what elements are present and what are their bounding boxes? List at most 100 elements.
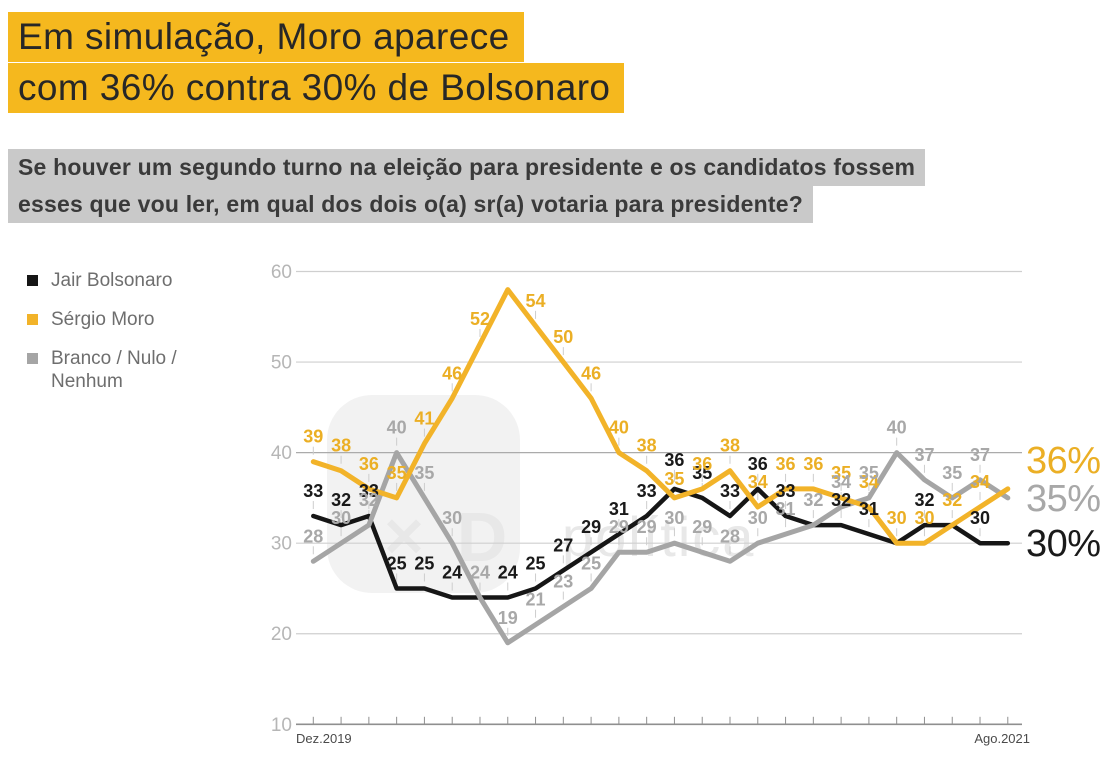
point-label: 38 [637, 436, 657, 456]
point-label: 46 [442, 363, 462, 383]
point-label: 39 [303, 427, 323, 447]
point-label: 32 [803, 490, 823, 510]
watermark-logo-d-icon: D [457, 498, 508, 576]
point-label: 30 [442, 508, 462, 528]
point-label: 30 [914, 508, 934, 528]
point-label: 30 [748, 508, 768, 528]
legend-label-bolsonaro: Jair Bolsonaro [51, 270, 173, 291]
point-label: 30 [970, 508, 990, 528]
point-label: 35 [831, 463, 851, 483]
point-label: 32 [914, 490, 934, 510]
point-label: 36 [803, 454, 823, 474]
point-label: 25 [387, 553, 407, 573]
point-label: 31 [859, 499, 879, 519]
legend-swatch-branco-nulo [27, 353, 38, 364]
point-label: 34 [831, 472, 851, 492]
point-label: 30 [331, 508, 351, 528]
x-axis-label-end: Ago.2021 [974, 731, 1030, 746]
point-label: 33 [720, 481, 740, 501]
y-tick-label-20: 20 [271, 624, 292, 645]
y-tick-label-30: 30 [271, 534, 292, 555]
point-label: 40 [887, 418, 907, 438]
point-label: 32 [831, 490, 851, 510]
point-label: 21 [526, 590, 546, 610]
point-label: 36 [359, 454, 379, 474]
point-label: 38 [720, 436, 740, 456]
point-label: 34 [859, 472, 879, 492]
point-label: 29 [581, 517, 601, 537]
point-label: 54 [526, 291, 546, 311]
end-label-36%: 36% [1026, 440, 1101, 482]
point-label: 37 [914, 445, 934, 465]
point-label: 29 [692, 517, 712, 537]
point-label: 24 [498, 563, 518, 583]
y-tick-label-50: 50 [271, 353, 292, 374]
point-label: 35 [692, 463, 712, 483]
point-label: 32 [942, 490, 962, 510]
point-label: 35 [664, 469, 684, 489]
end-label-30%: 30% [1026, 523, 1101, 565]
x-axis-label-start: Dez.2019 [296, 731, 352, 746]
point-label: 35 [414, 463, 434, 483]
point-label: 33 [637, 481, 657, 501]
title-line-1: Em simulação, Moro aparece [8, 12, 524, 62]
point-label: 46 [581, 363, 601, 383]
point-label: 40 [609, 418, 629, 438]
point-label: 28 [720, 526, 740, 546]
legend-swatch-bolsonaro [27, 275, 38, 286]
point-label: 25 [526, 553, 546, 573]
point-label: 24 [470, 563, 490, 583]
point-label: 30 [887, 508, 907, 528]
point-label: 28 [303, 526, 323, 546]
subtitle-line-1: Se houver um segundo turno na eleição pa… [8, 149, 926, 186]
point-label: 41 [414, 409, 434, 429]
point-label: 40 [387, 418, 407, 438]
y-tick-label-60: 60 [271, 262, 292, 283]
series-line-0 [311, 486, 1011, 600]
point-label: 50 [553, 327, 573, 347]
point-label: 36 [664, 450, 684, 470]
point-label: 35 [387, 463, 407, 483]
point-label: 52 [470, 309, 490, 329]
point-label: 34 [970, 472, 990, 492]
point-label: 33 [776, 481, 796, 501]
series-line-1 [310, 287, 1011, 546]
title-block: Em simulação, Moro aparece com 36% contr… [8, 12, 625, 114]
legend: Jair Bolsonaro Sérgio Moro Branco / Nulo… [27, 269, 203, 409]
point-label: 37 [970, 445, 990, 465]
subtitle-block: Se houver um segundo turno na eleição pa… [8, 149, 926, 223]
point-label: 25 [581, 553, 601, 573]
point-label: 23 [553, 572, 573, 592]
title-line-2: com 36% contra 30% de Bolsonaro [8, 63, 625, 113]
legend-swatch-moro [27, 314, 38, 325]
point-label: 35 [942, 463, 962, 483]
point-label: 38 [331, 436, 351, 456]
legend-item-bolsonaro: Jair Bolsonaro [27, 269, 203, 292]
legend-item-moro: Sérgio Moro [27, 308, 203, 331]
y-tick-label-10: 10 [271, 715, 292, 736]
point-label: 32 [359, 490, 379, 510]
point-label: 27 [553, 535, 573, 555]
point-label: 25 [414, 553, 434, 573]
point-label: 29 [637, 517, 657, 537]
point-label: 35 [859, 463, 879, 483]
y-tick-label-40: 40 [271, 443, 292, 464]
point-label: 36 [748, 454, 768, 474]
point-label: 36 [692, 454, 712, 474]
point-label: 29 [609, 517, 629, 537]
legend-label-moro: Sérgio Moro [51, 309, 155, 330]
point-label: 19 [498, 608, 518, 628]
legend-item-branco-nulo: Branco / Nulo / Nenhum [27, 347, 203, 393]
watermark-logo-x-icon: ✕ [381, 508, 426, 568]
point-label: 36 [776, 454, 796, 474]
point-label: 31 [776, 499, 796, 519]
point-label: 33 [303, 481, 323, 501]
point-label: 30 [664, 508, 684, 528]
point-label: 24 [442, 563, 462, 583]
end-label-35%: 35% [1026, 478, 1101, 520]
subtitle-line-2: esses que vou ler, em qual dos dois o(a)… [8, 186, 813, 223]
point-label: 31 [609, 499, 629, 519]
point-label: 32 [331, 490, 351, 510]
